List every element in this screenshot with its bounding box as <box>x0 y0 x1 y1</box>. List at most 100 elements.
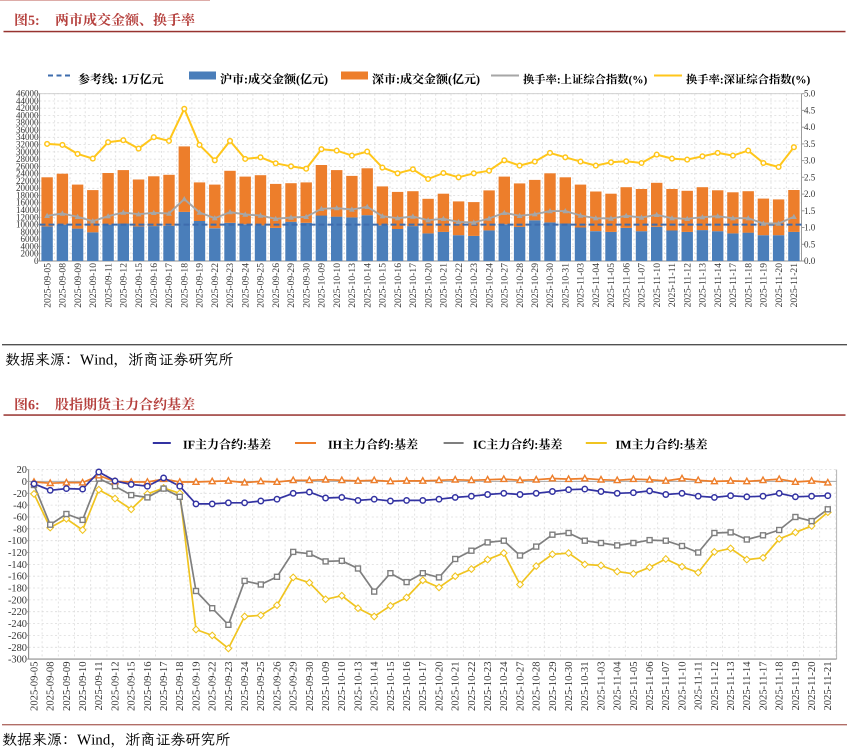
svg-text:6000: 6000 <box>21 234 40 244</box>
svg-text:2025-09-26: 2025-09-26 <box>271 263 282 308</box>
svg-text:2025-10-27: 2025-10-27 <box>515 662 526 711</box>
svg-text:2025-11-04: 2025-11-04 <box>591 263 602 308</box>
svg-text:2025-11-05: 2025-11-05 <box>606 263 617 308</box>
svg-text:2025-10-20: 2025-10-20 <box>434 662 445 711</box>
svg-text:-220: -220 <box>8 607 27 618</box>
svg-text:2025-11-18: 2025-11-18 <box>743 263 754 308</box>
svg-text:2025-09-23: 2025-09-23 <box>225 263 236 308</box>
svg-text:38000: 38000 <box>16 118 39 128</box>
svg-text:2025-09-29: 2025-09-29 <box>289 662 300 711</box>
svg-text:2025-11-14: 2025-11-14 <box>713 263 724 308</box>
svg-text:2025-10-13: 2025-10-13 <box>347 263 358 308</box>
svg-text:2025-10-30: 2025-10-30 <box>564 662 575 711</box>
svg-text:16000: 16000 <box>16 198 39 208</box>
svg-text:2025-11-10: 2025-11-10 <box>677 662 688 711</box>
svg-text:2025-11-10: 2025-11-10 <box>652 263 663 308</box>
svg-text:2025-11-07: 2025-11-07 <box>637 263 648 308</box>
svg-text:2025-10-09: 2025-10-09 <box>321 662 332 711</box>
svg-text:2025-09-18: 2025-09-18 <box>180 263 191 308</box>
svg-text:2025-10-31: 2025-10-31 <box>580 662 591 711</box>
svg-text:2025-09-11: 2025-09-11 <box>103 263 114 308</box>
svg-text:46000: 46000 <box>16 89 39 99</box>
svg-text:2025-10-21: 2025-10-21 <box>451 662 462 711</box>
svg-text:2025-09-05: 2025-09-05 <box>29 662 40 711</box>
svg-text:2025-10-22: 2025-10-22 <box>454 263 465 308</box>
svg-text:2.5: 2.5 <box>804 172 816 182</box>
svg-text:4.5: 4.5 <box>804 105 816 115</box>
svg-text:2025-10-14: 2025-10-14 <box>370 661 381 711</box>
svg-text:2025-11-13: 2025-11-13 <box>726 662 737 711</box>
svg-text:2025-09-19: 2025-09-19 <box>191 662 202 711</box>
svg-text:2025-11-17: 2025-11-17 <box>758 662 769 711</box>
svg-text:5.0: 5.0 <box>804 89 816 99</box>
svg-text:2025-09-10: 2025-09-10 <box>78 662 89 711</box>
svg-text:2025-11-05: 2025-11-05 <box>629 662 640 711</box>
svg-text:2025-11-12: 2025-11-12 <box>682 263 693 308</box>
svg-text:-200: -200 <box>8 595 27 606</box>
svg-text:32000: 32000 <box>16 140 39 150</box>
svg-text:2025-09-30: 2025-09-30 <box>301 263 312 308</box>
svg-text:2025-09-29: 2025-09-29 <box>286 263 297 308</box>
svg-text:2025-10-09: 2025-10-09 <box>317 263 328 308</box>
svg-text:-300: -300 <box>8 655 27 666</box>
svg-text:22000: 22000 <box>16 176 39 186</box>
svg-text:2025-09-16: 2025-09-16 <box>143 662 154 711</box>
svg-text:28000: 28000 <box>16 154 39 164</box>
svg-text:-160: -160 <box>8 572 27 583</box>
svg-text:2025-10-17: 2025-10-17 <box>418 662 429 711</box>
svg-text:2025-11-06: 2025-11-06 <box>621 263 632 308</box>
svg-text:2025-10-21: 2025-10-21 <box>439 263 450 308</box>
svg-text:12000: 12000 <box>16 212 39 222</box>
svg-text:2025-09-18: 2025-09-18 <box>175 662 186 711</box>
svg-text:2025-11-21: 2025-11-21 <box>789 263 800 308</box>
svg-text:-20: -20 <box>13 489 27 500</box>
svg-text:2025-09-12: 2025-09-12 <box>110 662 121 711</box>
svg-text:2025-11-14: 2025-11-14 <box>742 661 753 711</box>
svg-text:2025-11-04: 2025-11-04 <box>613 661 624 711</box>
svg-text:-180: -180 <box>8 584 27 595</box>
svg-text:2025-10-16: 2025-10-16 <box>402 662 413 711</box>
svg-text:20000: 20000 <box>16 183 39 193</box>
svg-text:2025-09-30: 2025-09-30 <box>305 662 316 711</box>
svg-text:2025-09-24: 2025-09-24 <box>240 661 251 711</box>
svg-text:2025-09-08: 2025-09-08 <box>46 662 57 711</box>
svg-text:-80: -80 <box>13 524 27 535</box>
svg-text:2025-10-10: 2025-10-10 <box>337 662 348 711</box>
svg-text:8000: 8000 <box>21 227 40 237</box>
svg-text:1.0: 1.0 <box>804 223 816 233</box>
svg-text:2025-10-30: 2025-10-30 <box>545 263 556 308</box>
svg-text:2025-10-29: 2025-10-29 <box>530 263 541 308</box>
svg-text:2025-10-20: 2025-10-20 <box>423 263 434 308</box>
svg-text:2025-11-19: 2025-11-19 <box>759 263 770 308</box>
svg-text:0.0: 0.0 <box>804 256 816 266</box>
svg-text:2025-11-19: 2025-11-19 <box>791 662 802 711</box>
svg-text:2025-09-05: 2025-09-05 <box>42 263 53 308</box>
svg-text:2000: 2000 <box>21 249 40 259</box>
svg-text:30000: 30000 <box>16 147 39 157</box>
svg-text:1.5: 1.5 <box>804 206 816 216</box>
svg-text:18000: 18000 <box>16 190 39 200</box>
svg-text:-280: -280 <box>8 643 27 654</box>
svg-text:2025-09-08: 2025-09-08 <box>58 263 69 308</box>
svg-text:44000: 44000 <box>16 96 39 106</box>
svg-text:2025-11-20: 2025-11-20 <box>774 263 785 308</box>
svg-text:2025-11-03: 2025-11-03 <box>576 263 587 308</box>
svg-text:2025-10-28: 2025-10-28 <box>515 263 526 308</box>
svg-text:-100: -100 <box>8 536 27 547</box>
svg-text:34000: 34000 <box>16 132 39 142</box>
svg-text:2025-11-18: 2025-11-18 <box>775 662 786 711</box>
svg-text:2025-11-11: 2025-11-11 <box>667 263 678 307</box>
svg-text:40000: 40000 <box>16 110 39 120</box>
svg-text:2025-10-15: 2025-10-15 <box>378 263 389 308</box>
svg-text:2025-09-09: 2025-09-09 <box>73 263 84 308</box>
svg-text:-260: -260 <box>8 631 27 642</box>
svg-text:2025-09-26: 2025-09-26 <box>272 662 283 711</box>
svg-text:-120: -120 <box>8 548 27 559</box>
svg-text:2025-10-23: 2025-10-23 <box>469 263 480 308</box>
svg-text:2025-10-31: 2025-10-31 <box>561 263 572 308</box>
svg-text:2025-11-13: 2025-11-13 <box>698 263 709 308</box>
svg-text:2025-09-17: 2025-09-17 <box>164 263 175 308</box>
svg-text:2025-11-12: 2025-11-12 <box>710 662 721 711</box>
svg-text:-60: -60 <box>13 513 27 524</box>
svg-text:4000: 4000 <box>21 241 40 251</box>
